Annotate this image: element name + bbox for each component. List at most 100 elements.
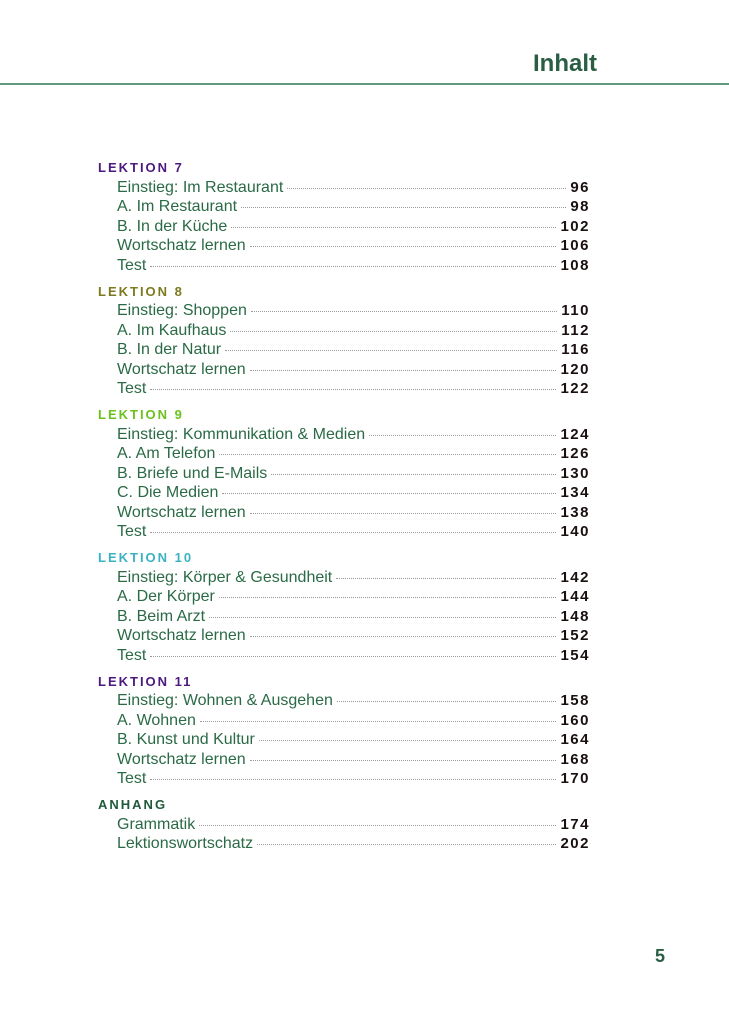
table-of-contents: LEKTION 7 Einstieg: Im Restaurant 96 A. Im … (98, 158, 590, 860)
page-title: Inhalt (533, 50, 597, 77)
toc-entry[interactable]: A. Wohnen 160 (98, 711, 590, 731)
toc-entry[interactable]: Test 154 (98, 646, 590, 666)
toc-entry[interactable]: A. Am Telefon 126 (98, 444, 590, 464)
entry-label: B. Beim Arzt (117, 607, 206, 625)
dot-leader (218, 597, 557, 598)
entry-page: 160 (560, 711, 590, 729)
toc-entry[interactable]: Einstieg: Shoppen 110 (98, 301, 590, 321)
entry-label: Einstieg: Kommunikation & Medien (117, 425, 366, 443)
header-rule (0, 83, 729, 85)
toc-entry[interactable]: Wortschatz lernen 152 (98, 626, 590, 646)
dot-leader (241, 207, 566, 208)
entry-page: 154 (560, 646, 590, 664)
dot-leader (249, 636, 557, 637)
entry-page: 122 (560, 380, 590, 397)
entry-page: 110 (561, 302, 590, 319)
toc-section: LEKTION 11 Einstieg: Wohnen & Ausgehen 158… (98, 672, 590, 789)
entry-page: 134 (560, 484, 590, 501)
section-heading: LEKTION 8 (98, 283, 184, 299)
dot-leader (258, 740, 557, 741)
toc-entry[interactable]: B. Briefe und E-Mails 130 (98, 464, 590, 484)
toc-entry[interactable]: A. Im Kaufhaus 112 (98, 321, 590, 341)
entry-page: 116 (561, 341, 590, 358)
toc-section: LEKTION 8 Einstieg: Shoppen 110 A. Im Kaufh… (98, 282, 590, 399)
toc-entry[interactable]: C. Die Medien 134 (98, 483, 590, 503)
dot-leader (249, 246, 557, 247)
section-heading: LEKTION 10 (98, 550, 194, 565)
entry-label: B. Briefe und E-Mails (117, 464, 268, 482)
toc-entry[interactable]: Einstieg: Körper & Gesundheit 142 (98, 568, 590, 588)
toc-section: LEKTION 10 Einstieg: Körper & Gesundheit 1… (98, 548, 590, 665)
dot-leader (249, 759, 557, 761)
entry-label: A. Im Kaufhaus (117, 321, 227, 339)
dot-leader (336, 577, 557, 579)
dot-leader (199, 720, 557, 722)
dot-leader (250, 311, 558, 312)
toc-section: LEKTION 9 Einstieg: Kommunikation & Medie… (98, 405, 590, 542)
toc-entry[interactable]: Test 122 (98, 379, 590, 399)
entry-label: Test (117, 523, 147, 540)
toc-entry[interactable]: A. Der Körper 144 (98, 587, 590, 607)
toc-entry[interactable]: Grammatik 174 (98, 815, 590, 835)
toc-entry[interactable]: Test 140 (98, 522, 590, 542)
entry-label: A. Im Restaurant (117, 198, 238, 215)
entry-label: B. In der Küche (117, 217, 228, 235)
entry-label: Test (117, 256, 147, 274)
dot-leader (199, 824, 557, 826)
toc-entry[interactable]: Wortschatz lernen 138 (98, 503, 590, 523)
entry-page: 96 (570, 178, 590, 196)
entry-page: 120 (560, 360, 590, 378)
entry-label: Wortschatz lernen (117, 503, 246, 521)
entry-label: Einstieg: Shoppen (117, 302, 247, 319)
toc-entry[interactable]: B. Kunst und Kultur 164 (98, 730, 590, 750)
dot-leader (150, 779, 557, 780)
dot-leader (336, 701, 557, 702)
section-heading: LEKTION 11 (98, 673, 193, 689)
dot-leader (150, 532, 557, 533)
entry-page: 126 (560, 445, 590, 462)
toc-entry[interactable]: Wortschatz lernen 168 (98, 750, 590, 770)
entry-page: 202 (560, 835, 590, 852)
dot-leader (225, 350, 558, 351)
entry-label: Wortschatz lernen (117, 750, 246, 768)
toc-entry[interactable]: Einstieg: Kommunikation & Medien 124 (98, 425, 590, 445)
entry-page: 112 (561, 321, 590, 339)
toc-section: ANHANG Grammatik 174 Lektionswortschatz 202 (98, 795, 590, 854)
entry-label: Test (117, 646, 147, 664)
entry-page: 170 (560, 770, 590, 787)
entry-label: A. Wohnen (117, 711, 196, 729)
toc-entry[interactable]: Wortschatz lernen 106 (98, 236, 590, 256)
dot-leader (219, 454, 557, 455)
dot-leader (222, 493, 557, 494)
toc-entry[interactable]: Test 108 (98, 256, 590, 276)
toc-entry[interactable]: Wortschatz lernen 120 (98, 360, 590, 380)
entry-page: 124 (560, 425, 590, 443)
toc-entry[interactable]: B. Beim Arzt 148 (98, 607, 590, 627)
toc-entry[interactable]: B. In der Natur 116 (98, 340, 590, 360)
toc-entry[interactable]: A. Im Restaurant 98 (98, 197, 590, 217)
dot-leader (249, 512, 557, 514)
dot-leader (231, 226, 557, 228)
dot-leader (287, 187, 566, 189)
entry-page: 108 (560, 256, 590, 274)
entry-page: 152 (560, 627, 590, 644)
entry-page: 168 (560, 750, 590, 768)
entry-page: 144 (560, 588, 590, 605)
entry-page: 140 (560, 523, 590, 540)
toc-entry[interactable]: B. In der Küche 102 (98, 217, 590, 237)
dot-leader (249, 369, 557, 371)
entry-page: 174 (560, 815, 590, 833)
dot-leader (150, 655, 557, 657)
toc-entry[interactable]: Lektionswortschatz 202 (98, 834, 590, 854)
toc-section: LEKTION 7 Einstieg: Im Restaurant 96 A. Im … (98, 158, 590, 275)
toc-entry[interactable]: Einstieg: Im Restaurant 96 (98, 178, 590, 198)
section-heading: ANHANG (98, 797, 168, 812)
entry-label: Wortschatz lernen (117, 627, 246, 644)
toc-entry[interactable]: Einstieg: Wohnen & Ausgehen 158 (98, 691, 590, 711)
toc-entry[interactable]: Test 170 (98, 769, 590, 789)
entry-label: Wortschatz lernen (117, 360, 246, 378)
entry-label: Test (117, 770, 147, 787)
entry-label: B. Kunst und Kultur (117, 731, 255, 748)
dot-leader (271, 473, 557, 475)
dot-leader (150, 389, 557, 390)
